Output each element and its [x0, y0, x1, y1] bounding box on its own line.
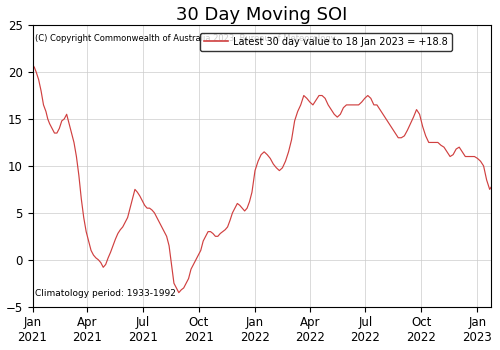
Legend: Latest 30 day value to 18 Jan 2023 = +18.8: Latest 30 day value to 18 Jan 2023 = +18… [200, 33, 452, 50]
Text: Climatology period: 1933-1992: Climatology period: 1933-1992 [35, 289, 176, 298]
Text: (C) Copyright Commonwealth of Australia 2023, Bureau of Meteorology: (C) Copyright Commonwealth of Australia … [35, 34, 336, 43]
Title: 30 Day Moving SOI: 30 Day Moving SOI [176, 6, 348, 23]
